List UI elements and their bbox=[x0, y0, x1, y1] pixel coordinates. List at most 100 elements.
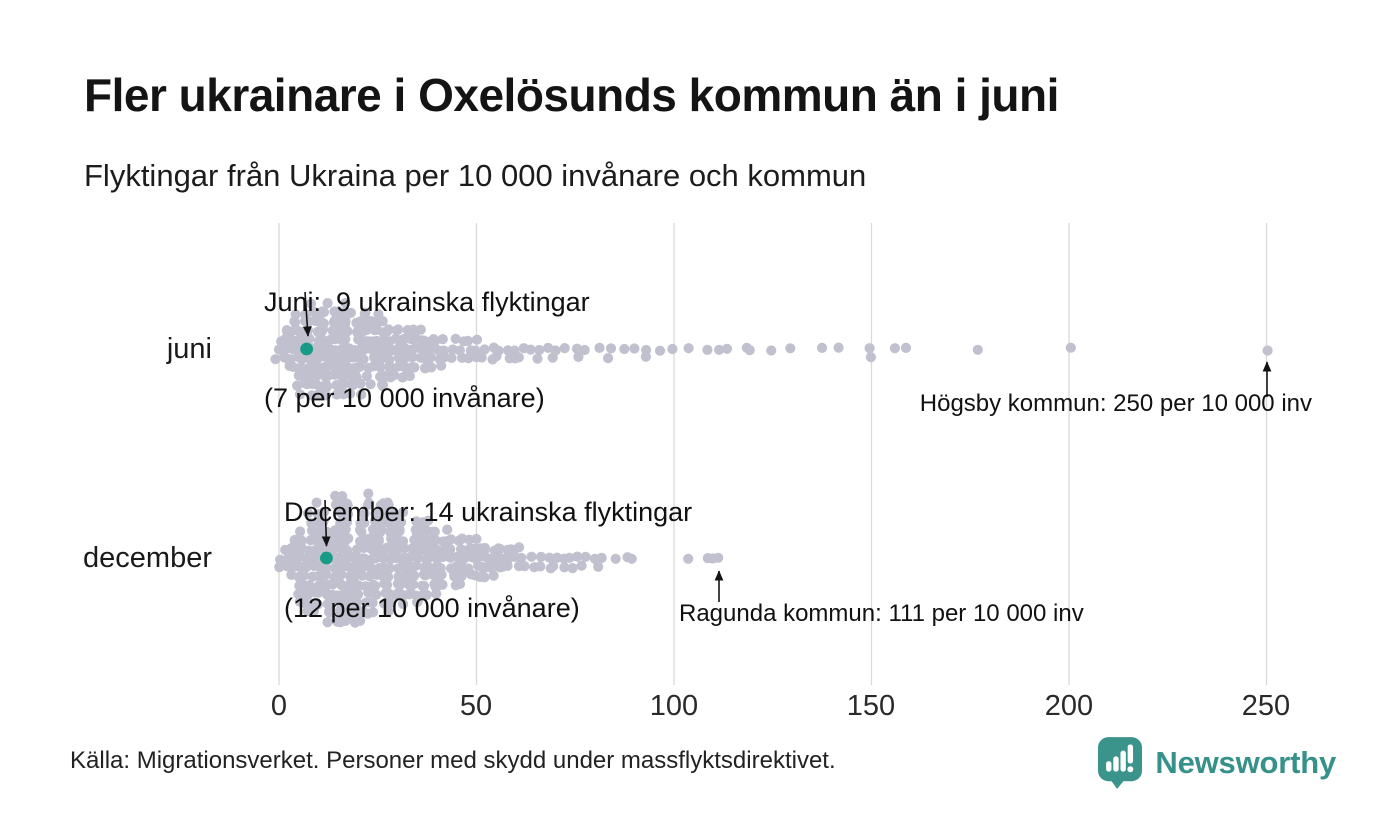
x-tick-200: 200 bbox=[1044, 690, 1094, 722]
data-dot bbox=[326, 598, 338, 609]
data-dot bbox=[274, 562, 285, 573]
newsworthy-bubble-chart-icon bbox=[1098, 737, 1143, 789]
data-dot bbox=[390, 589, 401, 600]
data-dot bbox=[488, 570, 499, 581]
source-note: Källa: Migrationsverket. Personer med sk… bbox=[70, 747, 836, 774]
data-dot bbox=[324, 607, 335, 618]
data-dot bbox=[442, 536, 453, 547]
data-dot bbox=[308, 306, 320, 317]
data-dot bbox=[391, 325, 402, 336]
data-dot bbox=[313, 587, 324, 598]
data-dot bbox=[329, 563, 340, 574]
data-dot bbox=[342, 326, 353, 337]
data-dot bbox=[721, 343, 733, 354]
data-dot bbox=[427, 526, 438, 537]
data-dot bbox=[310, 551, 321, 562]
data-dot bbox=[603, 353, 614, 364]
data-dot bbox=[889, 343, 901, 354]
december-annotation: December: 14 ukrainska flyktingar (12 pe… bbox=[284, 432, 692, 688]
data-dot bbox=[290, 309, 301, 320]
data-dot bbox=[513, 352, 524, 363]
data-dot bbox=[313, 327, 324, 338]
data-dot bbox=[571, 343, 583, 354]
data-dot bbox=[308, 606, 319, 617]
data-dot bbox=[1065, 342, 1076, 353]
data-dot bbox=[321, 569, 332, 580]
gridlines bbox=[278, 223, 1268, 685]
data-dot bbox=[394, 526, 405, 537]
data-dot bbox=[322, 298, 333, 309]
data-dot bbox=[445, 544, 456, 555]
data-dot bbox=[281, 325, 292, 336]
data-dot bbox=[619, 343, 630, 355]
data-dot bbox=[463, 353, 474, 364]
data-dot bbox=[336, 569, 347, 580]
data-dot bbox=[306, 390, 317, 401]
data-dot bbox=[572, 551, 583, 562]
data-dot bbox=[348, 379, 359, 390]
data-dot bbox=[972, 344, 983, 355]
data-dot bbox=[390, 517, 401, 528]
data-dot bbox=[519, 561, 530, 572]
data-dot bbox=[626, 553, 637, 564]
ragunda-annotation: Ragunda kommun: 111 per 10 000 inv bbox=[679, 600, 1084, 627]
data-dot bbox=[425, 361, 436, 372]
data-dot bbox=[364, 597, 375, 608]
data-dot bbox=[398, 590, 409, 601]
data-dot bbox=[370, 527, 381, 538]
data-dot bbox=[462, 335, 473, 346]
data-dot bbox=[373, 536, 384, 547]
data-dot bbox=[593, 561, 604, 572]
data-dot bbox=[309, 315, 320, 326]
data-dot bbox=[347, 606, 358, 617]
data-dot bbox=[567, 563, 578, 574]
newsworthy-logo[interactable]: Newsworthy bbox=[1097, 736, 1336, 790]
data-dot bbox=[367, 587, 378, 598]
data-dot bbox=[345, 388, 356, 399]
data-dot bbox=[442, 524, 453, 535]
data-dot bbox=[494, 562, 505, 573]
data-dot bbox=[714, 344, 725, 355]
data-dot bbox=[365, 379, 376, 390]
data-dot bbox=[306, 518, 317, 529]
data-dot bbox=[365, 562, 376, 573]
page-title: Fler ukrainare i Oxelösunds kommun än i … bbox=[84, 69, 1059, 121]
data-dot bbox=[629, 343, 640, 354]
data-dot bbox=[322, 526, 333, 538]
data-dot bbox=[420, 570, 431, 581]
data-dot bbox=[308, 533, 320, 545]
data-dot bbox=[864, 343, 875, 354]
swarm-juni bbox=[270, 298, 1273, 401]
data-dot bbox=[337, 491, 348, 502]
data-dot bbox=[370, 508, 381, 519]
data-dot bbox=[479, 344, 490, 355]
data-dot bbox=[302, 581, 313, 592]
data-dot bbox=[331, 380, 342, 391]
data-dot bbox=[316, 518, 327, 529]
x-tick-0: 0 bbox=[270, 690, 288, 722]
juni-annotation-line1: Juni: 9 ukrainska flyktingar bbox=[264, 287, 590, 317]
data-dot bbox=[479, 545, 490, 556]
data-dot bbox=[667, 343, 678, 355]
hogsby-annotation: Högsby kommun: 250 per 10 000 inv bbox=[919, 390, 1312, 417]
data-dot bbox=[296, 354, 307, 365]
data-dot bbox=[683, 553, 694, 564]
data-dot bbox=[471, 334, 483, 345]
data-dot bbox=[385, 526, 396, 537]
data-dot bbox=[389, 370, 400, 381]
data-dot bbox=[544, 552, 555, 563]
data-dot bbox=[535, 551, 547, 563]
row-label-december: december bbox=[83, 542, 212, 574]
data-dot bbox=[299, 597, 310, 609]
data-dot bbox=[383, 324, 394, 335]
data-dot bbox=[363, 497, 374, 509]
data-dot bbox=[360, 307, 371, 318]
data-dot bbox=[361, 371, 372, 382]
data-dot bbox=[502, 560, 513, 571]
x-tick-50: 50 bbox=[459, 690, 493, 722]
swarm-december bbox=[274, 488, 724, 628]
data-dot bbox=[476, 352, 487, 363]
highlight-dot-december bbox=[320, 551, 333, 565]
